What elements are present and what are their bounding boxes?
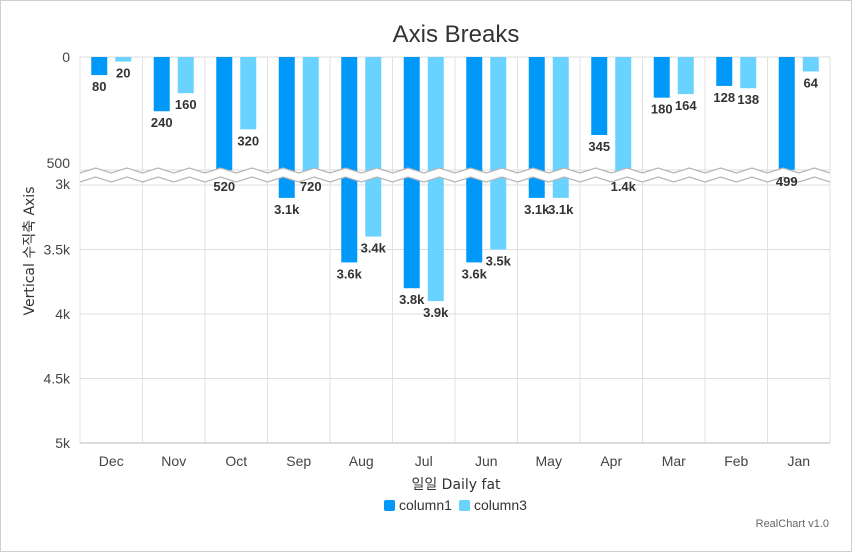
bar-column1 [91, 57, 108, 76]
x-tick-label: Oct [225, 453, 247, 469]
data-label-column3: 3.4k [361, 241, 387, 256]
y-tick-label: 0 [62, 49, 70, 65]
bar-column1 [341, 57, 358, 263]
data-label-column3: 1.4k [611, 179, 637, 194]
y-tick-label: 4.5k [44, 371, 71, 387]
plot-area: 05003k3.5k4k4.5k5k802405203.1k3.6k3.8k3.… [44, 49, 831, 469]
bar-column1 [778, 57, 795, 170]
chart-credit: RealChart v1.0 [756, 518, 829, 530]
data-label-column3: 320 [237, 133, 259, 148]
x-tick-label: Apr [600, 453, 622, 469]
data-label-column3: 164 [675, 98, 697, 113]
data-label-column1: 3.1k [274, 202, 300, 217]
x-tick-label: Jul [415, 453, 433, 469]
bar-column3 [552, 57, 569, 198]
data-label-column3: 3.5k [486, 254, 512, 269]
data-label-column1: 520 [213, 179, 235, 194]
y-axis-title: Vertical 수직축 Axis [22, 187, 38, 316]
data-label-column3: 3.9k [423, 305, 449, 320]
data-label-column3: 160 [175, 97, 197, 112]
data-label-column1: 499 [776, 174, 798, 189]
legend-swatch-column1 [384, 500, 395, 511]
x-tick-label: Dec [99, 453, 124, 469]
data-label-column3: 64 [804, 75, 819, 90]
bar-column3 [302, 57, 319, 172]
axis-break-band [80, 168, 830, 182]
x-axis-title: 일일 Daily fat [411, 477, 501, 493]
bar-column3 [740, 57, 757, 89]
y-tick-label: 500 [47, 155, 71, 171]
legend: column1 column3 [384, 497, 527, 513]
data-label-column1: 3.6k [462, 266, 488, 281]
data-label-column1: 3.8k [399, 292, 425, 307]
legend-label-column1: column1 [399, 497, 452, 513]
data-label-column1: 180 [651, 102, 673, 117]
data-label-column1: 345 [588, 139, 610, 154]
bar-column3 [615, 57, 632, 176]
bar-column3 [427, 57, 444, 302]
x-tick-label: Feb [724, 453, 748, 469]
bar-column3 [802, 57, 819, 72]
axis-break-line [79, 167, 831, 174]
x-tick-label: Mar [662, 453, 686, 469]
x-tick-label: Nov [161, 453, 186, 469]
bar-column3 [365, 57, 382, 237]
bar-column3 [677, 57, 694, 95]
chart-title: Axis Breaks [393, 21, 520, 48]
bar-column3 [490, 57, 507, 250]
data-label-column3: 720 [300, 179, 322, 194]
bar-column1 [466, 57, 483, 263]
bar-column1 [653, 57, 670, 98]
data-label-column3: 3.1k [548, 202, 574, 217]
bar-column1 [278, 57, 295, 198]
data-label-column1: 128 [713, 90, 735, 105]
legend-label-column3: column3 [474, 497, 527, 513]
data-label-column1: 240 [151, 115, 173, 130]
bar-column3 [115, 57, 132, 62]
x-tick-label: Jun [475, 453, 498, 469]
data-label-column1: 3.6k [337, 266, 363, 281]
data-label-column1: 80 [92, 79, 106, 94]
data-label-column1: 3.1k [524, 202, 550, 217]
legend-swatch-column3 [459, 500, 470, 511]
data-label-column3: 20 [116, 66, 130, 81]
bar-column1 [591, 57, 608, 135]
bar-column3 [240, 57, 257, 130]
y-tick-label: 3.5k [44, 242, 71, 258]
data-label-column3: 138 [737, 92, 759, 107]
bar-column1 [216, 57, 233, 171]
bar-column1 [528, 57, 545, 198]
axis-break-line [79, 176, 831, 183]
x-tick-label: Aug [349, 453, 374, 469]
bar-column1 [153, 57, 170, 112]
x-tick-label: Jan [787, 453, 810, 469]
bar-column1 [716, 57, 733, 86]
bar-column3 [177, 57, 194, 94]
y-tick-label: 5k [55, 435, 71, 451]
y-tick-label: 4k [55, 306, 71, 322]
y-tick-label: 3k [55, 176, 71, 192]
x-tick-label: Sep [286, 453, 311, 469]
x-tick-label: May [536, 453, 562, 469]
